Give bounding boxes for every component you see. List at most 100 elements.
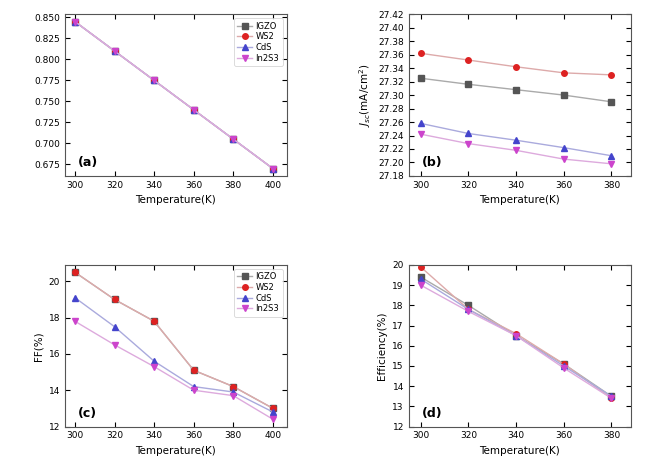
CdS <box>560 363 567 369</box>
WS2 <box>229 384 237 390</box>
In2S3 <box>71 319 79 324</box>
Y-axis label: $J_{sc}$(mA/cm$^2$): $J_{sc}$(mA/cm$^2$) <box>357 64 372 127</box>
In2S3 <box>512 333 520 338</box>
WS2 <box>465 307 473 312</box>
CdS <box>150 78 158 83</box>
Line: In2S3: In2S3 <box>72 19 276 172</box>
Line: WS2: WS2 <box>418 264 614 401</box>
In2S3 <box>608 161 616 167</box>
CdS <box>71 295 79 301</box>
WS2 <box>269 406 277 411</box>
In2S3 <box>417 282 424 288</box>
WS2 <box>417 264 424 270</box>
In2S3 <box>512 147 520 153</box>
WS2 <box>512 64 520 70</box>
In2S3 <box>417 131 424 137</box>
Y-axis label: Efficiency(%): Efficiency(%) <box>377 311 387 380</box>
CdS <box>150 358 158 364</box>
X-axis label: Temperature(K): Temperature(K) <box>479 446 560 456</box>
WS2 <box>71 19 79 25</box>
CdS <box>229 389 237 395</box>
WS2 <box>608 72 616 78</box>
CdS <box>465 307 473 312</box>
X-axis label: Temperature(K): Temperature(K) <box>479 195 560 205</box>
IGZO <box>512 87 520 92</box>
Line: WS2: WS2 <box>72 269 276 411</box>
In2S3 <box>190 387 198 393</box>
IGZO <box>229 137 237 142</box>
Line: WS2: WS2 <box>418 51 614 78</box>
CdS <box>190 384 198 390</box>
Line: CdS: CdS <box>72 295 276 415</box>
CdS <box>190 107 198 113</box>
Legend: IGZO, WS2, CdS, In2S3: IGZO, WS2, CdS, In2S3 <box>234 18 283 66</box>
Y-axis label: FF(%): FF(%) <box>33 331 43 361</box>
CdS <box>560 145 567 150</box>
In2S3 <box>465 141 473 146</box>
IGZO <box>150 78 158 83</box>
In2S3 <box>560 365 567 371</box>
IGZO <box>560 92 567 98</box>
Line: WS2: WS2 <box>72 19 276 172</box>
IGZO <box>190 367 198 373</box>
CdS <box>608 393 616 399</box>
Line: CdS: CdS <box>418 120 614 158</box>
WS2 <box>190 107 198 113</box>
IGZO <box>269 166 277 172</box>
In2S3 <box>269 166 277 172</box>
In2S3 <box>229 137 237 142</box>
In2S3 <box>269 416 277 422</box>
IGZO <box>608 99 616 105</box>
WS2 <box>512 331 520 337</box>
IGZO <box>71 19 79 25</box>
Line: In2S3: In2S3 <box>72 319 276 422</box>
WS2 <box>111 297 118 302</box>
WS2 <box>417 50 424 56</box>
CdS <box>417 120 424 126</box>
X-axis label: Temperature(K): Temperature(K) <box>135 446 216 456</box>
Line: In2S3: In2S3 <box>418 131 614 166</box>
In2S3 <box>150 364 158 369</box>
In2S3 <box>229 393 237 399</box>
IGZO <box>150 319 158 324</box>
In2S3 <box>111 48 118 54</box>
Text: (b): (b) <box>422 156 443 169</box>
CdS <box>71 19 79 25</box>
IGZO <box>71 269 79 275</box>
WS2 <box>608 395 616 401</box>
IGZO <box>190 107 198 113</box>
IGZO <box>229 384 237 390</box>
CdS <box>111 48 118 54</box>
IGZO <box>417 274 424 280</box>
IGZO <box>111 48 118 54</box>
WS2 <box>150 319 158 324</box>
WS2 <box>150 78 158 83</box>
IGZO <box>608 393 616 399</box>
In2S3 <box>465 309 473 314</box>
WS2 <box>190 367 198 373</box>
Line: IGZO: IGZO <box>418 274 614 399</box>
CdS <box>229 137 237 142</box>
IGZO <box>465 302 473 308</box>
Line: IGZO: IGZO <box>72 19 276 172</box>
In2S3 <box>71 19 79 25</box>
CdS <box>512 333 520 338</box>
IGZO <box>512 333 520 338</box>
WS2 <box>71 269 79 275</box>
CdS <box>512 137 520 143</box>
CdS <box>269 166 277 172</box>
In2S3 <box>190 107 198 113</box>
CdS <box>269 409 277 415</box>
Line: In2S3: In2S3 <box>418 283 614 401</box>
Line: CdS: CdS <box>418 276 614 399</box>
CdS <box>465 131 473 137</box>
IGZO <box>465 82 473 87</box>
WS2 <box>560 361 567 367</box>
CdS <box>111 324 118 329</box>
Legend: IGZO, WS2, CdS, In2S3: IGZO, WS2, CdS, In2S3 <box>234 269 283 317</box>
WS2 <box>269 166 277 172</box>
WS2 <box>111 48 118 54</box>
In2S3 <box>111 342 118 347</box>
IGZO <box>417 75 424 81</box>
WS2 <box>560 70 567 76</box>
